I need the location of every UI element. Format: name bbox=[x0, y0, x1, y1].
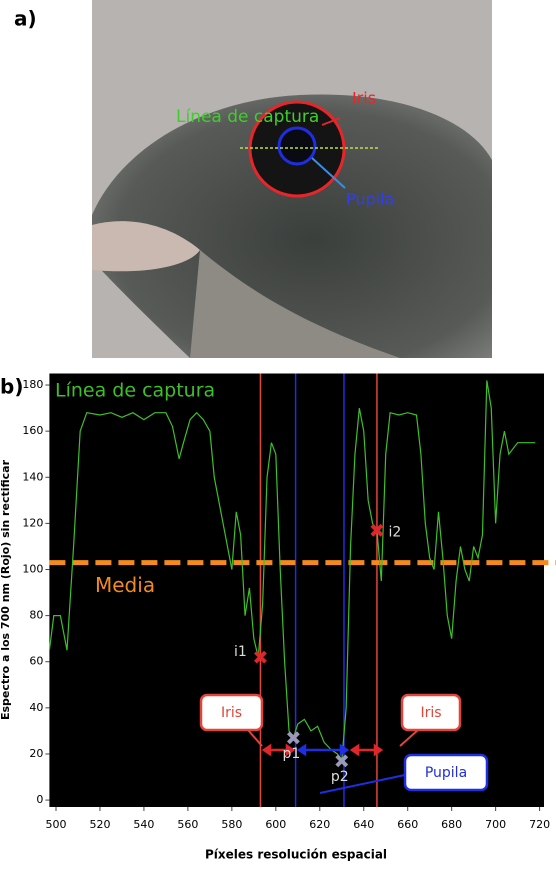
pupil-label: Pupila bbox=[346, 190, 394, 209]
point-label: i1 bbox=[234, 644, 247, 660]
iris-label: Iris bbox=[352, 89, 376, 108]
x-tick-label: 600 bbox=[265, 818, 286, 831]
x-tick-label: 700 bbox=[485, 818, 506, 831]
x-tick-label: 500 bbox=[45, 818, 66, 831]
legend-label: Línea de captura bbox=[55, 380, 215, 402]
point-label: i2 bbox=[389, 524, 402, 540]
y-tick-label: 100 bbox=[22, 562, 43, 575]
point-label: p1 bbox=[283, 746, 301, 762]
mean-label: Media bbox=[95, 573, 155, 597]
x-axis-label: Píxeles resolución espacial bbox=[205, 848, 387, 862]
y-axis-label: Espectro a los 700 nm (Rojo) sin rectifi… bbox=[0, 459, 12, 720]
y-tick-label: 160 bbox=[22, 424, 43, 437]
panel-label: a) bbox=[14, 7, 37, 31]
y-tick-label: 140 bbox=[22, 470, 43, 483]
y-tick-label: 0 bbox=[36, 793, 43, 806]
callout-text: Pupila bbox=[425, 765, 467, 781]
x-tick-label: 660 bbox=[397, 818, 418, 831]
x-tick-label: 680 bbox=[441, 818, 462, 831]
figure: a) Línea de captura Iris Pupila b) Espec… bbox=[0, 0, 556, 865]
callout-text: Iris bbox=[221, 705, 242, 721]
x-tick-label: 560 bbox=[177, 818, 198, 831]
y-tick-label: 120 bbox=[22, 516, 43, 529]
y-tick-label: 60 bbox=[29, 655, 43, 668]
y-tick-label: 180 bbox=[22, 378, 43, 391]
x-tick-label: 580 bbox=[221, 818, 242, 831]
point-label: p2 bbox=[331, 769, 349, 785]
x-tick-label: 720 bbox=[529, 818, 550, 831]
y-tick-label: 20 bbox=[29, 747, 43, 760]
y-tick-label: 40 bbox=[29, 701, 43, 714]
x-tick-label: 520 bbox=[89, 818, 110, 831]
x-tick-label: 640 bbox=[353, 818, 374, 831]
capture-label: Línea de captura bbox=[176, 107, 319, 127]
callout-text: Iris bbox=[420, 705, 441, 721]
x-tick-label: 540 bbox=[133, 818, 154, 831]
y-tick-label: 80 bbox=[29, 609, 43, 622]
photo: a) Línea de captura Iris Pupila bbox=[14, 0, 492, 358]
x-tick-label: 620 bbox=[309, 818, 330, 831]
panel-label: b) bbox=[0, 375, 23, 399]
